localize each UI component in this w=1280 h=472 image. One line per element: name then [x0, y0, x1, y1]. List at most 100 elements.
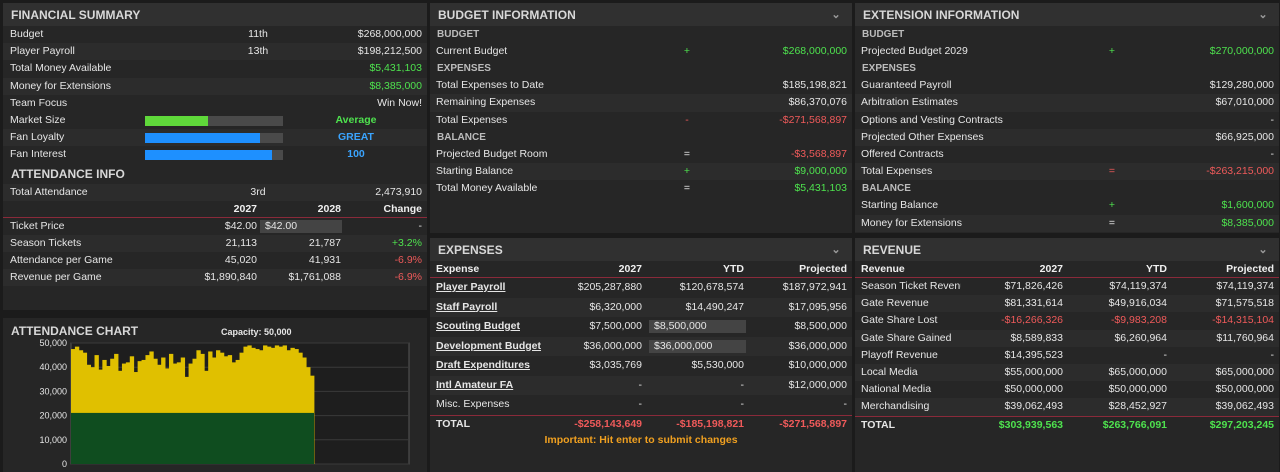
- chart-y-tick-label: 20,000: [39, 411, 67, 421]
- ext-balance-rows: Starting Balance + $1,600,000 Money for Ext…: [855, 197, 1279, 232]
- expense-link[interactable]: Staff Payroll: [436, 300, 498, 313]
- chart-bar: [286, 350, 291, 464]
- fan-metric-row: Fan Loyalty GREAT: [3, 129, 427, 147]
- chart-bar: [149, 351, 154, 464]
- ext-budget-rows: Projected Budget 2029 + $270,000,000: [855, 43, 1279, 60]
- fan-metric-text: 100: [347, 148, 365, 161]
- attendance-2028: 21,787: [308, 236, 341, 249]
- revenue-2027: $81,331,614: [1004, 297, 1063, 310]
- info-row: Current Budget + $268,000,000: [430, 43, 852, 60]
- chevron-down-icon[interactable]: ⌄: [831, 243, 841, 256]
- revenue-row: Gate Share Gained $8,589,833 $6,260,964 $11…: [855, 329, 1279, 347]
- expense-ytd: $5,530,000: [691, 359, 744, 371]
- chart-bar: [180, 357, 186, 464]
- attendance-2027: $1,890,840: [204, 271, 257, 284]
- expense-projected: $10,000,000: [788, 359, 847, 371]
- expense-link[interactable]: Intl Amateur FA: [436, 378, 514, 391]
- ticket-price-input[interactable]: $42.00: [260, 219, 342, 233]
- attendance-row: Revenue per Game $1,890,840 $1,761,088 -6.9…: [3, 269, 427, 287]
- revenue-projected: -$14,315,104: [1212, 314, 1274, 327]
- fin-row-label: Budget: [10, 28, 44, 40]
- revenue-rows: Season Ticket Revenu $71,826,426 $74,119,3…: [855, 278, 1279, 416]
- col-2028: 2028: [317, 202, 341, 215]
- info-row-label: Options and Vesting Contracts: [861, 113, 1003, 126]
- col-projected: Projected: [1226, 263, 1274, 275]
- fan-metric-bar: [145, 150, 283, 161]
- expense-link[interactable]: Scouting Budget: [436, 320, 520, 332]
- expenses-total-projected: -$271,568,897: [779, 417, 847, 430]
- chart-bar: [239, 352, 244, 464]
- fan-metric-bar: [145, 115, 283, 126]
- expense-link: Misc. Expenses: [436, 398, 510, 410]
- expense-row: Misc. Expenses - - -: [430, 395, 852, 415]
- total-attendance-label: Total Attendance: [10, 185, 88, 198]
- chart-y-tick-label: 50,000: [39, 338, 67, 348]
- chart-bar: [94, 355, 99, 464]
- col-ytd: YTD: [723, 263, 744, 275]
- chart-bar: [145, 355, 150, 464]
- revenue-projected: $11,760,964: [1216, 331, 1274, 344]
- fan-metric-row: Market Size Average: [3, 112, 427, 129]
- chart-bar: [200, 353, 205, 464]
- info-row-operator: =: [683, 182, 691, 195]
- info-row-value: $129,280,000: [1209, 79, 1274, 92]
- expense-2027: -: [638, 398, 643, 410]
- expenses-section-label: EXPENSES: [437, 63, 491, 75]
- expense-link[interactable]: Development Budget: [436, 339, 542, 352]
- revenue-projected: $74,119,374: [1216, 280, 1274, 292]
- info-row-label: Starting Balance: [436, 164, 514, 177]
- chevron-down-icon[interactable]: ⌄: [1258, 243, 1268, 256]
- chart-bar: [82, 352, 88, 464]
- revenue-ytd: $49,916,034: [1108, 297, 1167, 310]
- chart-bar: [71, 349, 76, 464]
- expense-link[interactable]: Draft Expenditures: [436, 359, 530, 371]
- info-row-value: -$271,568,897: [779, 113, 847, 126]
- budget-input[interactable]: $8,500,000: [649, 320, 746, 333]
- fan-metric-label: Fan Loyalty: [10, 131, 65, 144]
- revenue-row: Gate Share Lost -$16,266,326 -$9,983,208 -$…: [855, 312, 1279, 329]
- chart-y-tick-label: 0: [62, 459, 67, 469]
- info-row-value: $9,000,000: [794, 164, 847, 177]
- chart-bar: [216, 350, 221, 464]
- info-row-label: Total Expenses: [436, 113, 508, 126]
- ext-expenses-section-label: EXPENSES: [862, 63, 916, 75]
- info-row-label: Projected Budget Room: [436, 147, 548, 160]
- fan-metric-fill: [145, 133, 260, 144]
- info-row: Money for Extensions = $8,385,000: [855, 214, 1279, 232]
- chart-bar: [302, 357, 307, 464]
- revenue-2027: $55,000,000: [1004, 365, 1063, 378]
- expense-projected: $187,972,941: [782, 281, 847, 293]
- info-row-label: Projected Budget 2029: [861, 45, 968, 57]
- info-row: Offered Contracts -: [855, 146, 1279, 163]
- info-row: Projected Budget 2029 + $270,000,000: [855, 43, 1279, 60]
- attendance-row-label: Revenue per Game: [10, 271, 102, 284]
- chart-y-tick-label: 40,000: [39, 362, 67, 372]
- expense-2027: -: [638, 378, 643, 391]
- attendance-chart-panel: ATTENDANCE CHART Capacity: 50,000 50,000…: [3, 318, 427, 472]
- revenue-ytd: -$9,983,208: [1110, 314, 1167, 327]
- chevron-down-icon[interactable]: ⌄: [1258, 8, 1268, 21]
- expense-2027: $7,500,000: [589, 320, 642, 332]
- budget-information-panel: BUDGET INFORMATION ⌄ BUDGET Current Budge…: [430, 3, 852, 233]
- info-row-operator: +: [1108, 45, 1116, 57]
- chevron-down-icon[interactable]: ⌄: [831, 8, 841, 21]
- col-ytd: YTD: [1146, 263, 1167, 275]
- revenue-ytd: $6,260,964: [1114, 331, 1167, 344]
- expense-projected: $8,500,000: [794, 320, 847, 332]
- revenue-total-label: TOTAL: [861, 418, 896, 431]
- chart-bar: [161, 357, 166, 464]
- revenue-projected: $50,000,000: [1215, 383, 1274, 396]
- col-revenue: Revenue: [861, 263, 905, 275]
- budget-input[interactable]: $36,000,000: [649, 339, 746, 353]
- revenue-label: Merchandising: [861, 400, 930, 413]
- info-row-value: $1,600,000: [1221, 199, 1274, 212]
- expense-row: Scouting Budget $7,500,000 $8,500,000 $8,50…: [430, 317, 852, 337]
- revenue-row: Local Media $55,000,000 $65,000,000 $65,000…: [855, 363, 1279, 382]
- chart-bar: [141, 359, 146, 464]
- revenue-label: Gate Share Lost: [861, 314, 938, 327]
- info-row: Total Expenses to Date $185,198,821: [430, 77, 852, 94]
- chart-bar: [266, 346, 272, 464]
- expense-link[interactable]: Player Payroll: [436, 281, 506, 293]
- revenue-label: Gate Share Gained: [861, 331, 952, 344]
- info-row-value: -: [1270, 147, 1275, 160]
